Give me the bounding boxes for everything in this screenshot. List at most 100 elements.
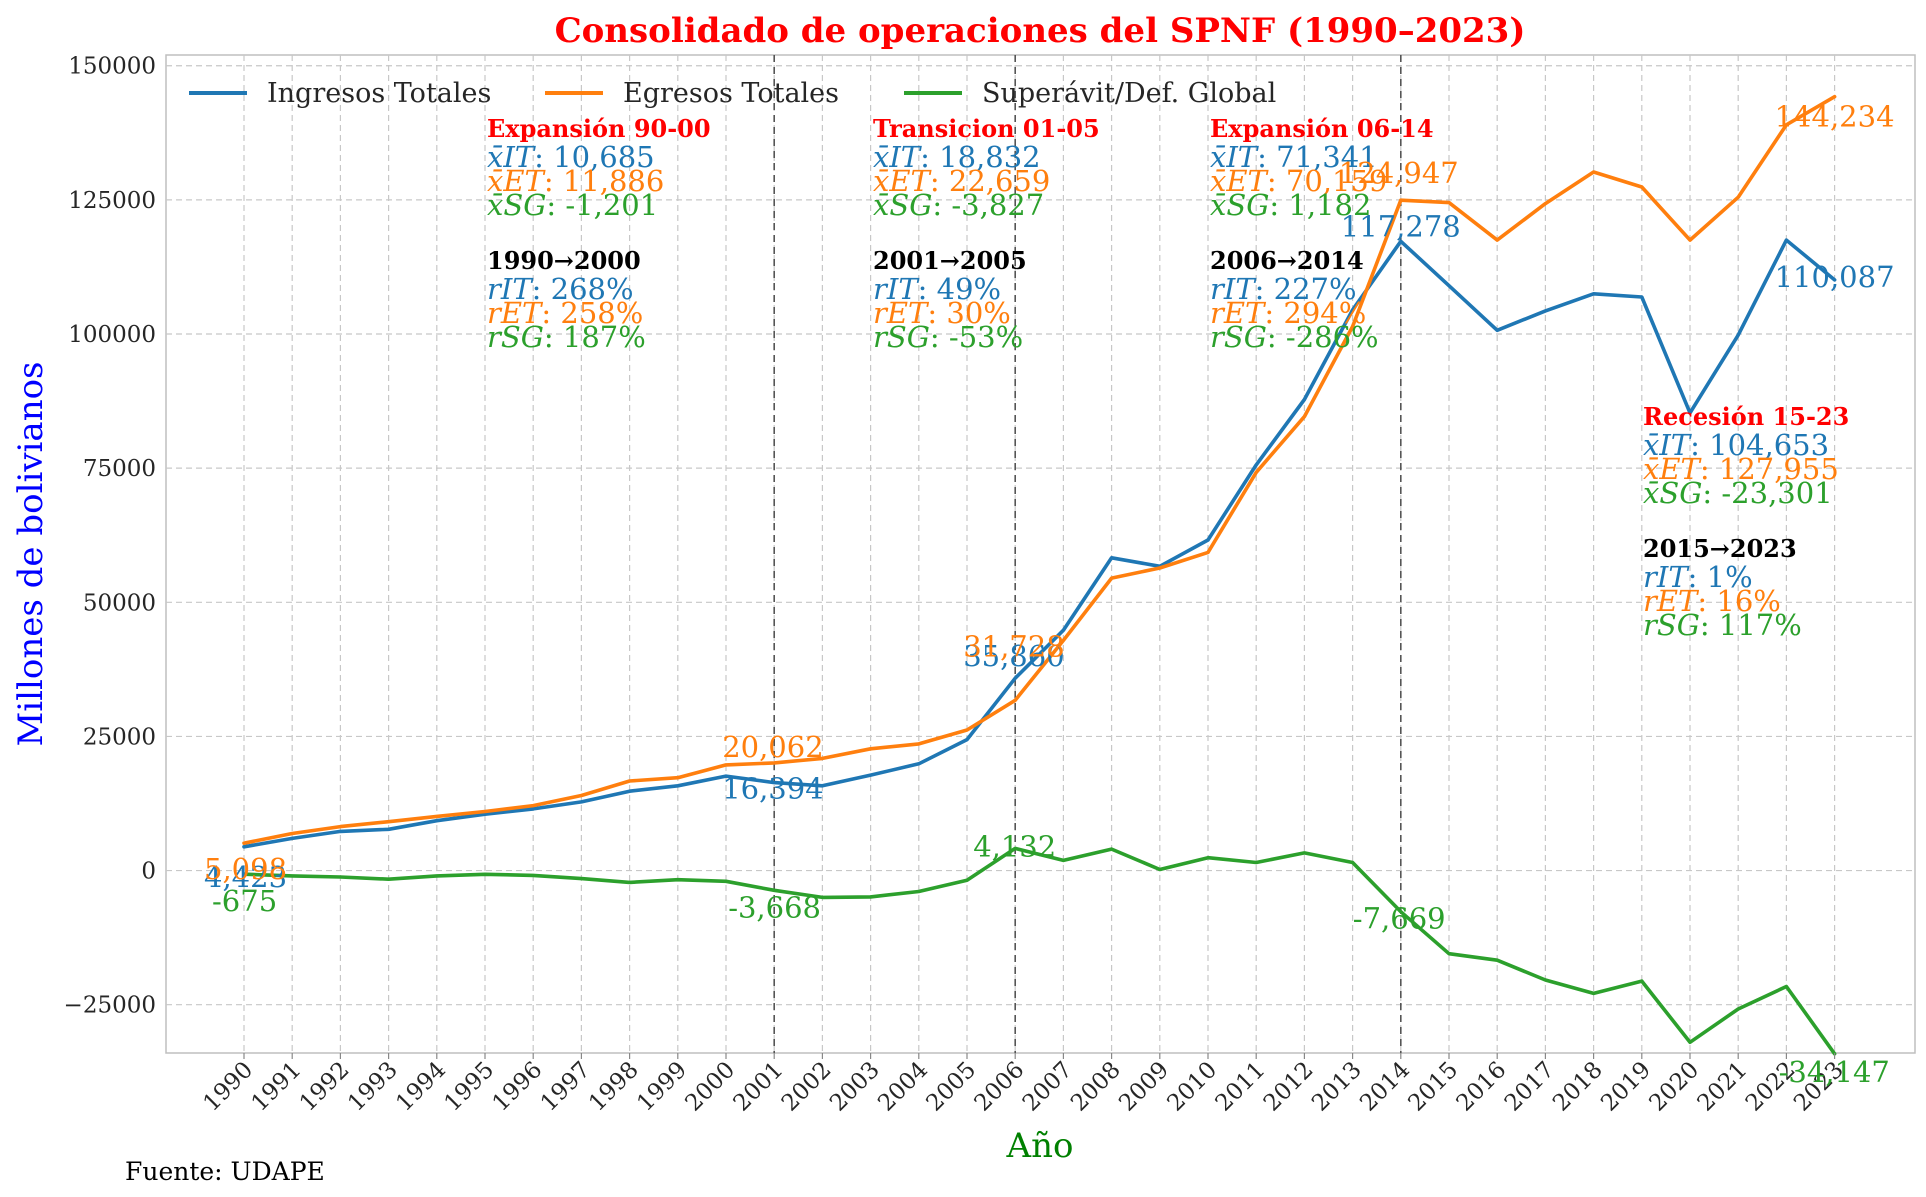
rate-value: : 16% — [1697, 584, 1780, 618]
data-label: 117,278 — [1341, 209, 1461, 243]
rate-symbol: rSG — [1643, 608, 1700, 642]
mean-symbol: x̄SG — [1643, 476, 1702, 510]
x-tick-label: 1996 — [488, 1057, 548, 1117]
rate-symbol: rSG — [1210, 320, 1267, 354]
data-label: -675 — [212, 884, 277, 918]
series-line — [242, 846, 1837, 1056]
legend-label: Egresos Totales — [623, 78, 839, 109]
legend: Ingresos Totales Egresos Totales Superávit… — [189, 78, 1276, 109]
rate-symbol: rET — [873, 296, 930, 330]
period-range: 2006→2014 — [1210, 246, 1364, 275]
data-label: 20,062 — [722, 730, 823, 764]
chart-title: Consolidado de operaciones del SPNF (199… — [555, 11, 1526, 51]
x-tick-label: 2018 — [1548, 1057, 1608, 1117]
rate-symbol: rET — [1643, 584, 1700, 618]
rate-value: : 1% — [1688, 560, 1753, 594]
period-rate: rIT: 49% — [873, 272, 1001, 306]
rate-symbol: rIT — [487, 272, 534, 306]
x-tick-label: 2002 — [777, 1057, 837, 1117]
rate-value: : 30% — [927, 296, 1010, 330]
period-rate: rIT: 268% — [487, 272, 634, 306]
mean-symbol: x̄ET — [873, 164, 933, 198]
rate-value: : 294% — [1264, 296, 1366, 330]
mean-value: : -3,827 — [932, 188, 1044, 222]
mean-symbol: x̄SG — [1210, 188, 1269, 222]
period-range: 2001→2005 — [873, 246, 1027, 275]
x-tick-label: 2021 — [1693, 1057, 1753, 1117]
y-tick-label: 50000 — [83, 590, 156, 616]
source-note: Fuente: UDAPE — [125, 1157, 325, 1186]
rate-value: : 227% — [1255, 272, 1357, 306]
period-mean: x̄SG: 1,182 — [1210, 188, 1371, 222]
x-tick-label: 2020 — [1644, 1057, 1704, 1117]
x-tick-label: 2004 — [873, 1057, 933, 1117]
period-rate: rIT: 1% — [1643, 560, 1753, 594]
mean-symbol: x̄IT — [873, 140, 923, 174]
period-rate: rSG: 187% — [487, 320, 646, 354]
x-tick-label: 2005 — [921, 1057, 981, 1117]
rate-symbol: rET — [1210, 296, 1267, 330]
rate-symbol: rIT — [873, 272, 920, 306]
y-tick-label: 100000 — [68, 322, 156, 348]
y-tick-label: 25000 — [83, 724, 156, 750]
data-label: 31,728 — [963, 629, 1064, 663]
x-tick-label: 1999 — [632, 1057, 692, 1117]
mean-symbol: x̄IT — [1210, 140, 1260, 174]
x-tick-label: 2009 — [1114, 1057, 1174, 1117]
period-rate: rET: 16% — [1643, 584, 1781, 618]
rate-value: : 268% — [532, 272, 634, 306]
mean-value: : 18,832 — [920, 140, 1040, 174]
rate-value: : 187% — [544, 320, 646, 354]
period-dividers — [773, 55, 1402, 1053]
x-tick-label: 2016 — [1452, 1057, 1512, 1117]
rate-value: : -286% — [1267, 320, 1379, 354]
period-mean: x̄IT: 18,832 — [873, 140, 1041, 174]
x-tick-label: 1997 — [536, 1057, 596, 1117]
period-mean: x̄ET: 11,886 — [487, 164, 664, 198]
period-range: 1990→2000 — [487, 246, 641, 275]
mean-value: : 10,685 — [534, 140, 654, 174]
period-mean: x̄SG: -3,827 — [873, 188, 1044, 222]
x-tick-label: 2011 — [1211, 1057, 1271, 1117]
x-tick-label: 1998 — [584, 1057, 644, 1117]
period-mean: x̄IT: 10,685 — [487, 140, 655, 174]
data-label: 5,098 — [204, 852, 287, 886]
x-tick-label: 1993 — [343, 1057, 403, 1117]
x-tick-label: 2012 — [1259, 1057, 1319, 1117]
x-tick-label: 2003 — [825, 1057, 885, 1117]
period-title: Recesión 15-23 — [1643, 402, 1849, 431]
series-line — [242, 238, 1837, 849]
mean-symbol: x̄SG — [873, 188, 932, 222]
y-tick-label: 75000 — [83, 456, 156, 482]
plot-area — [165, 54, 1916, 1054]
mean-value: : 11,886 — [544, 164, 664, 198]
mean-value: : -23,301 — [1702, 476, 1832, 510]
mean-symbol: x̄IT — [1643, 428, 1693, 462]
data-label: 4,423 — [204, 860, 287, 894]
period-title: Expansión 90-00 — [487, 114, 711, 143]
y-tick-label: 125000 — [68, 188, 156, 214]
x-tick-label: 2010 — [1162, 1057, 1222, 1117]
data-label: 16,394 — [722, 772, 823, 806]
x-tick-label: 1990 — [198, 1057, 258, 1117]
period-range: 2015→2023 — [1643, 534, 1797, 563]
period-rate: rSG: -53% — [873, 320, 1023, 354]
x-tick-label: 2007 — [1018, 1057, 1078, 1117]
period-mean: x̄SG: -1,201 — [487, 188, 658, 222]
rate-value: : -53% — [930, 320, 1023, 354]
data-label: 124,947 — [1339, 156, 1459, 190]
period-rate: rET: 258% — [487, 296, 643, 330]
period-title: Transicion 01-05 — [873, 114, 1100, 143]
rate-symbol: rSG — [487, 320, 544, 354]
rate-value: : 49% — [918, 272, 1001, 306]
rate-symbol: rIT — [1643, 560, 1690, 594]
series-line — [242, 94, 1837, 846]
mean-value: : -1,201 — [546, 188, 658, 222]
legend-label: Superávit/Def. Global — [982, 78, 1276, 109]
